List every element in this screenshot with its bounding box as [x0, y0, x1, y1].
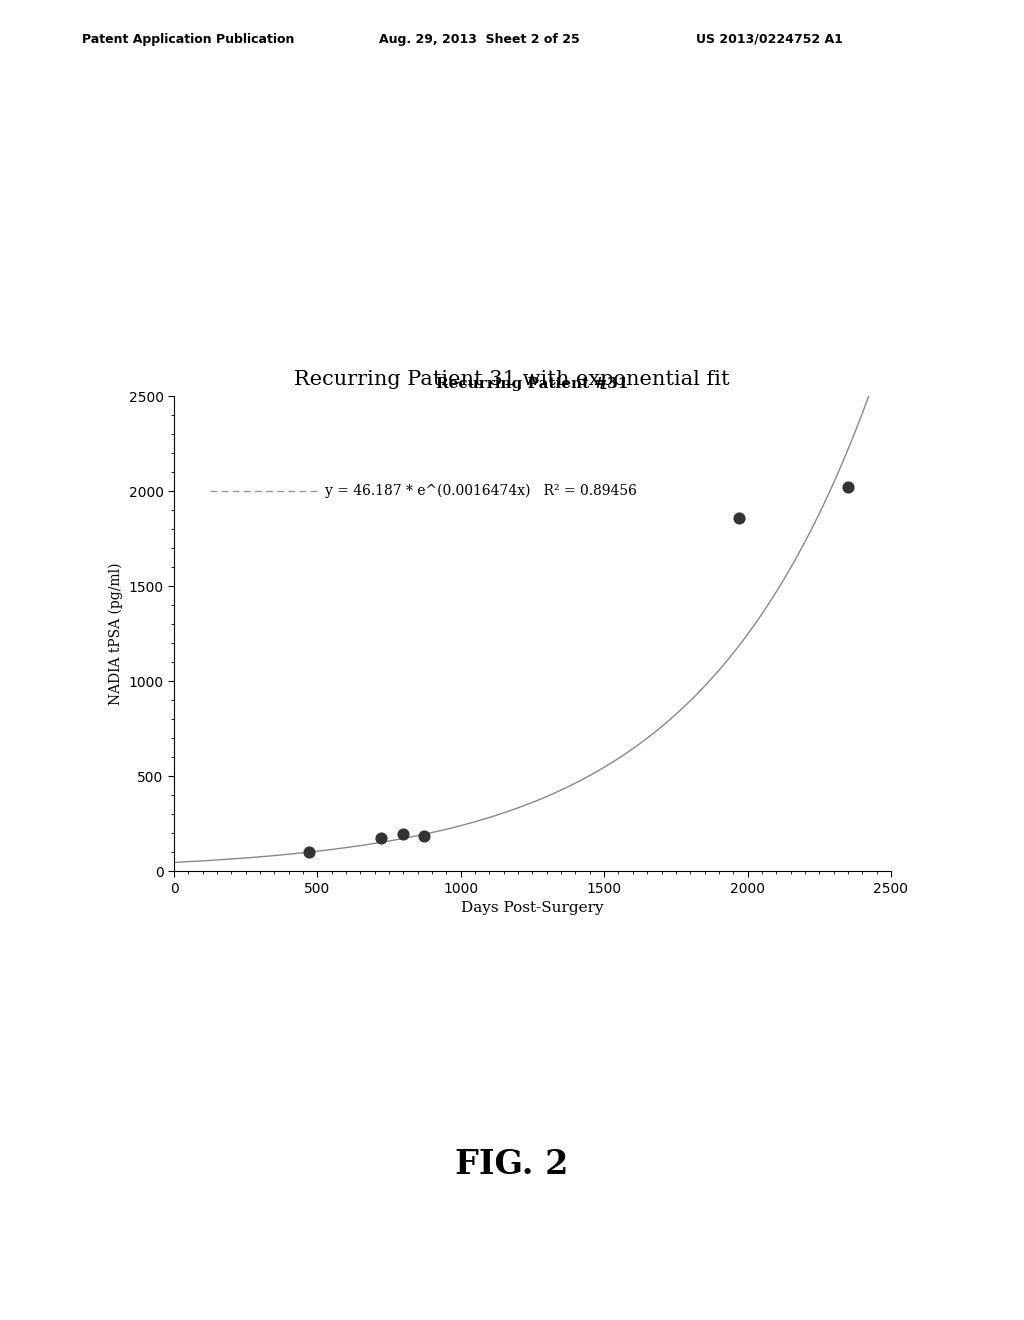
Text: Aug. 29, 2013  Sheet 2 of 25: Aug. 29, 2013 Sheet 2 of 25: [379, 33, 580, 46]
Point: [373, 828, 389, 849]
Point: [301, 842, 317, 863]
X-axis label: Days Post-Surgery: Days Post-Surgery: [461, 902, 604, 915]
Point: [416, 825, 432, 846]
Text: US 2013/0224752 A1: US 2013/0224752 A1: [696, 33, 843, 46]
Text: FIG. 2: FIG. 2: [456, 1148, 568, 1181]
Point: [840, 477, 856, 498]
Point: [395, 824, 412, 845]
Text: Recurring Patient 31 with exponential fit: Recurring Patient 31 with exponential fi…: [294, 370, 730, 388]
Text: Patent Application Publication: Patent Application Publication: [82, 33, 294, 46]
Text: y = 46.187 * e^(0.0016474x)   R² = 0.89456: y = 46.187 * e^(0.0016474x) R² = 0.89456: [325, 484, 637, 498]
Title: Recurring Patient #31: Recurring Patient #31: [436, 376, 629, 391]
Point: [731, 507, 748, 528]
Y-axis label: NADIA tPSA (pg/ml): NADIA tPSA (pg/ml): [109, 562, 123, 705]
